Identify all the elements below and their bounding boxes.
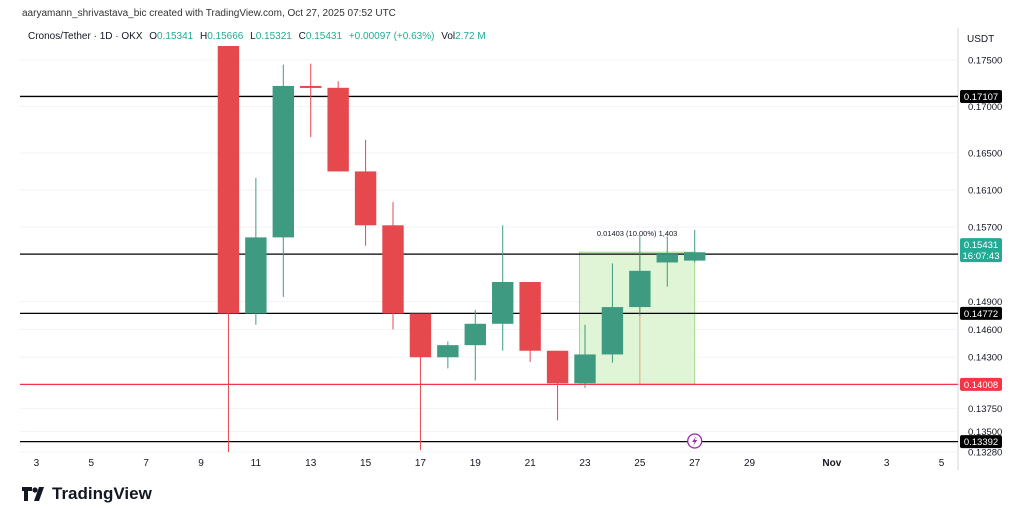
time-tick-label: 5 [89, 458, 95, 469]
candle-body [382, 225, 404, 314]
level-badge [960, 435, 1002, 449]
level-label: 0.14772 [964, 309, 998, 320]
low-value: 0.15321 [255, 31, 292, 42]
change-value: +0.00097 (+0.63%) [348, 31, 435, 42]
candle-body [272, 85, 294, 238]
symbol-legend: Cronos/Tether · 1D · OKX O0.15341 H0.156… [28, 31, 486, 42]
time-tick-label: 29 [744, 458, 756, 469]
time-axis: 3 5 7 9 11 13 15 17 19 21 23 25 27 29 Nov 3 5 [34, 458, 945, 469]
candle-body [492, 281, 514, 324]
candle-body [601, 307, 624, 355]
candle-body [300, 85, 322, 88]
price-chart[interactable]: 0.01403 (10.00%) 1,403 0.171070.154100.1… [0, 0, 1024, 480]
price-tick-label: 0.14300 [968, 353, 1002, 364]
close-value: 0.15431 [305, 31, 343, 42]
time-tick-label: 7 [143, 458, 149, 469]
price-unit: USDT [967, 34, 995, 45]
level-badge [960, 89, 1002, 103]
event-marker-bolt [692, 436, 698, 446]
candle-body [656, 254, 678, 263]
time-tick-label: 21 [525, 458, 537, 469]
time-tick-label: 11 [251, 458, 262, 469]
chart-grid [20, 28, 959, 470]
time-tick-label: Nov [822, 458, 841, 469]
level-label: 0.14008 [964, 380, 998, 391]
candles [217, 46, 706, 452]
high-value: 0.15666 [207, 31, 244, 42]
time-tick-label: 23 [579, 458, 591, 469]
brand-name: TradingView [52, 484, 152, 503]
price-tick-label: 0.14900 [968, 297, 1002, 308]
time-tick-label: 27 [689, 458, 701, 469]
chart-attribution: aaryamann_shrivastava_bic created with T… [22, 8, 396, 19]
time-tick-label: 15 [360, 458, 372, 469]
candle-body [217, 46, 240, 314]
price-tick-label: 0.13750 [968, 404, 1002, 415]
candle-body [409, 313, 432, 358]
candle-body [354, 171, 377, 226]
candle-body [245, 237, 267, 314]
volume-label: Vol [441, 31, 456, 42]
price-axis: 0.17500 0.17000 0.16500 0.16100 0.15700 0.149… [968, 55, 1002, 458]
candle-body [327, 87, 349, 172]
price-tick-label: 0.17000 [968, 102, 1002, 113]
time-tick-label: 19 [470, 458, 482, 469]
candle-body [546, 350, 569, 384]
candle-body [437, 345, 459, 358]
candle-body [629, 270, 651, 308]
high-label: H [199, 31, 208, 42]
candle-body [464, 323, 486, 346]
price-tick-label: 0.16100 [968, 186, 1002, 197]
symbol-name[interactable]: Cronos/Tether · 1D · OKX [28, 31, 143, 42]
open-label: O [149, 31, 158, 42]
candle-body [519, 281, 541, 351]
volume-value: 2.72 M [455, 31, 486, 42]
price-tick-label: 0.13500 [968, 427, 1002, 438]
low-label: L [250, 31, 256, 42]
open-value: 0.15341 [157, 31, 194, 42]
time-tick-label: 3 [884, 458, 890, 469]
level-label: 0.17107 [964, 92, 998, 103]
level-label: 0.13392 [964, 437, 998, 448]
price-tick-label: 0.16500 [968, 148, 1002, 159]
tradingview-logo-icon [22, 487, 44, 501]
price-tick-label: 0.13280 [968, 448, 1002, 459]
current-price-badge [960, 238, 1002, 263]
price-tick-label: 0.14600 [968, 325, 1002, 336]
close-label: C [298, 31, 306, 42]
time-tick-label: 13 [305, 458, 317, 469]
price-tick-label: 0.17500 [968, 55, 1002, 66]
price-tick-label: 0.15700 [968, 223, 1002, 234]
time-tick-label: 17 [415, 458, 427, 469]
candle-body [574, 354, 596, 384]
tradingview-logo[interactable]: TradingView [22, 484, 152, 504]
level-badge [960, 377, 1002, 391]
current-price-label: 0.15431 [964, 240, 998, 251]
level-badge [960, 306, 1002, 320]
time-tick-label: 9 [198, 458, 204, 469]
countdown-label: 16:07:43 [963, 251, 1000, 262]
time-tick-label: 3 [34, 458, 40, 469]
candle-body [684, 252, 706, 261]
lightning-icon [687, 433, 703, 449]
time-tick-label: 5 [939, 458, 945, 469]
time-tick-label: 25 [634, 458, 646, 469]
measure-label: 0.01403 (10.00%) 1,403 [597, 229, 677, 238]
